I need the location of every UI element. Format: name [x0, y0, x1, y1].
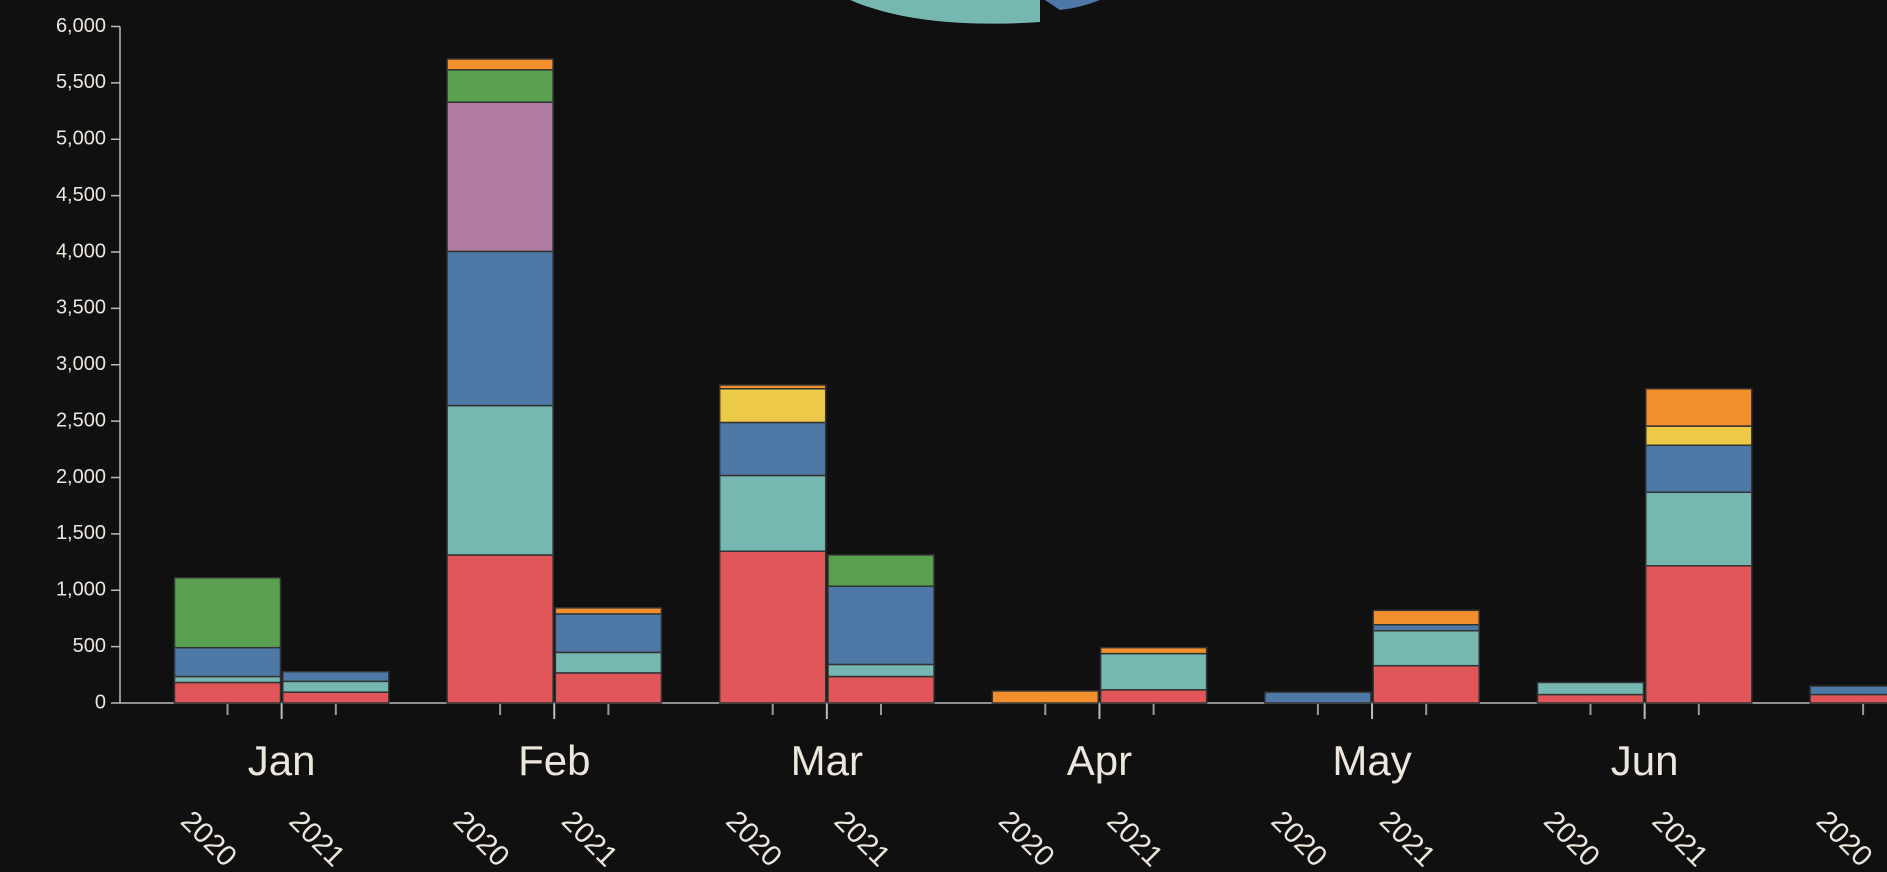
month-label: Mar: [791, 737, 863, 784]
bar-segment: [720, 551, 826, 703]
bar-segment: [828, 586, 934, 664]
bar-segment: [1646, 492, 1752, 566]
bar-segment: [175, 648, 281, 677]
bar-segment: [720, 422, 826, 475]
bar-segment: [1265, 692, 1371, 703]
y-tick-label: 4,000: [56, 240, 106, 262]
bar-segment: [175, 677, 281, 683]
bar-segment: [828, 677, 934, 703]
y-tick-label: 5,500: [56, 71, 106, 93]
y-tick-label: 3,500: [56, 297, 106, 319]
y-tick-label: 2,000: [56, 466, 106, 488]
bar-segment: [447, 406, 553, 555]
bar-segment: [1646, 445, 1752, 492]
bar-segment: [447, 59, 553, 70]
bar-segment: [1646, 426, 1752, 445]
bar-segment: [1101, 648, 1207, 654]
bar-segment: [828, 555, 934, 586]
bar-segment: [1810, 686, 1887, 694]
bar-segment: [1373, 631, 1479, 666]
page: 0 500 1,000 1,500 2,000 2,500 3,000 3,500 4,000 4…: [0, 0, 1887, 872]
bar-segment: [1101, 654, 1207, 690]
bar-segment: [1646, 566, 1752, 703]
month-label: Jun: [1611, 737, 1679, 784]
y-tick-label: 500: [73, 635, 106, 657]
bar-segment: [283, 692, 389, 703]
bar-segment: [1538, 695, 1644, 703]
bar-segment: [1373, 625, 1479, 631]
bar-segment: [828, 664, 934, 676]
y-tick-label: 5,000: [56, 128, 106, 150]
y-tick-label: 6,000: [56, 15, 106, 37]
bar-segment: [720, 385, 826, 389]
bar-segment: [992, 691, 1098, 703]
bar-segment: [1646, 389, 1752, 426]
month-label: Jan: [248, 737, 316, 784]
month-label: Feb: [518, 737, 590, 784]
month-label: May: [1332, 737, 1411, 784]
bar-segment: [720, 475, 826, 551]
bar-segment: [1101, 690, 1207, 703]
bar-segment: [720, 389, 826, 423]
bar-segment: [283, 681, 389, 692]
bar-segment: [283, 672, 389, 682]
bar-segment: [555, 608, 661, 614]
bar-segment: [555, 673, 661, 703]
bar-segment: [1810, 695, 1887, 703]
y-tick-label: 2,500: [56, 409, 106, 431]
bar-segment: [1538, 682, 1644, 694]
bar-segment: [447, 102, 553, 251]
bar-segment: [555, 614, 661, 652]
y-tick-label: 3,000: [56, 353, 106, 375]
bar-segment: [555, 652, 661, 673]
y-tick-label: 4,500: [56, 184, 106, 206]
chart: 0 500 1,000 1,500 2,000 2,500 3,000 3,500 4,000 4…: [0, 0, 1887, 872]
bar-segment: [1373, 610, 1479, 624]
month-label: Apr: [1067, 737, 1132, 784]
y-tick-label: 0: [95, 691, 106, 713]
bar-segment: [447, 555, 553, 703]
y-tick-label: 1,000: [56, 579, 106, 601]
bar-segment: [175, 682, 281, 703]
bar-segment: [1373, 666, 1479, 703]
bar-segment: [447, 70, 553, 102]
y-tick-label: 1,500: [56, 522, 106, 544]
bar-segment: [447, 251, 553, 405]
bar-segment: [175, 578, 281, 648]
